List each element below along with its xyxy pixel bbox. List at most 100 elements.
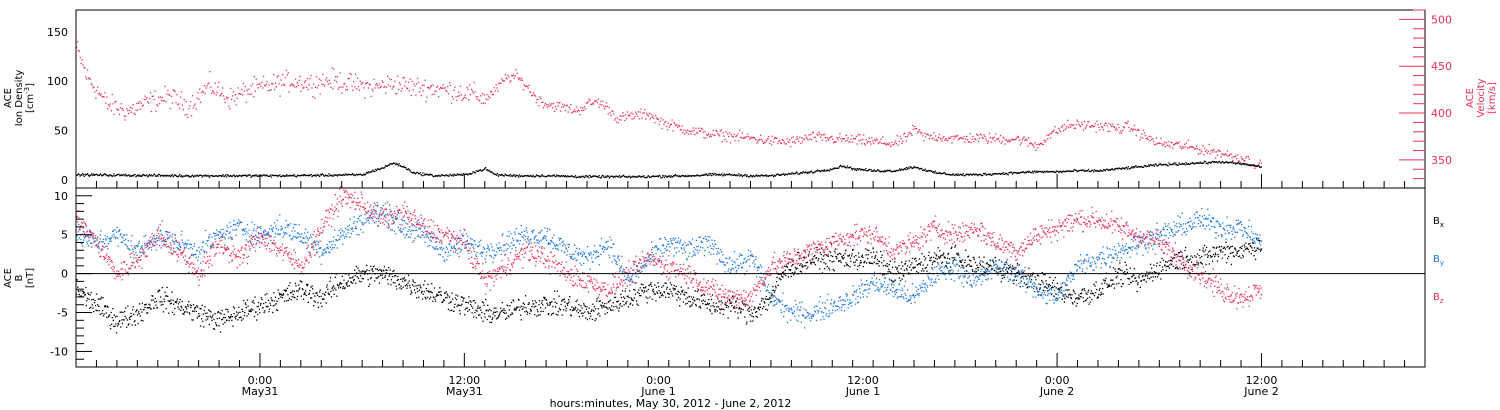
data-point [633, 297, 635, 299]
data-point [1013, 171, 1015, 174]
data-point [677, 290, 679, 292]
data-point [650, 282, 652, 284]
data-point [971, 265, 973, 267]
data-point [352, 276, 354, 278]
data-point [460, 296, 462, 298]
data-point [648, 112, 650, 115]
data-point [86, 241, 88, 243]
data-point [85, 76, 87, 78]
data-point [227, 97, 229, 99]
data-point [143, 174, 145, 176]
data-point [948, 173, 950, 176]
data-point [1203, 251, 1205, 253]
data-point [260, 303, 262, 305]
data-point [1119, 167, 1121, 169]
data-point [168, 312, 170, 314]
data-point [1010, 271, 1013, 273]
data-point [891, 171, 893, 173]
data-point [525, 85, 527, 88]
data-point [986, 262, 988, 264]
data-point [214, 175, 216, 177]
data-point [117, 325, 119, 327]
data-point [345, 85, 348, 88]
data-point [962, 173, 964, 175]
data-point [1038, 170, 1041, 173]
data-point [663, 176, 665, 179]
data-point [483, 94, 485, 96]
data-point [1241, 245, 1243, 247]
data-point [267, 299, 270, 301]
data-point [115, 236, 117, 238]
data-point [967, 173, 969, 176]
data-point [139, 175, 141, 177]
data-point [185, 100, 187, 103]
data-point [1036, 288, 1038, 290]
data-point [904, 263, 906, 265]
data-point [573, 176, 575, 178]
data-point [178, 175, 180, 177]
data-point [387, 75, 389, 77]
data-point [641, 290, 644, 292]
data-point [253, 174, 255, 177]
data-point [731, 135, 733, 138]
data-point [899, 168, 901, 170]
data-point [558, 102, 560, 104]
data-point [252, 83, 254, 85]
data-point [798, 252, 800, 254]
data-point [280, 293, 283, 295]
data-point [307, 88, 309, 91]
data-point [1234, 247, 1236, 249]
data-point [674, 288, 676, 290]
data-point [155, 304, 157, 306]
data-point [399, 165, 401, 167]
data-point [252, 175, 254, 177]
data-point [375, 170, 378, 172]
data-point [816, 246, 818, 249]
data-point [1140, 165, 1142, 168]
data-point [987, 263, 989, 266]
data-point [1193, 147, 1195, 149]
data-point [340, 286, 342, 289]
data-point [1056, 132, 1058, 134]
data-point [958, 174, 960, 176]
data-point [228, 319, 230, 322]
data-point [76, 174, 78, 176]
data-point [112, 230, 114, 232]
data-point [832, 255, 834, 258]
data-point [785, 274, 787, 277]
data-point [1057, 287, 1060, 290]
data-point [924, 168, 926, 170]
data-point [989, 259, 992, 262]
data-point [1215, 161, 1218, 163]
data-point [654, 284, 656, 286]
data-point [931, 137, 933, 140]
data-point [163, 300, 166, 303]
data-point [262, 307, 264, 309]
data-point [1258, 166, 1261, 168]
data-point [733, 307, 735, 310]
data-point [427, 173, 429, 176]
data-point [600, 304, 602, 306]
data-point [104, 306, 106, 308]
data-point [1011, 267, 1013, 269]
data-point [341, 92, 343, 94]
data-point [358, 269, 360, 272]
data-point [387, 84, 390, 86]
data-point [402, 77, 404, 79]
data-point [1040, 171, 1042, 173]
data-point [432, 84, 434, 86]
data-point [210, 311, 212, 313]
data-point [519, 175, 521, 178]
data-point [1203, 160, 1206, 162]
data-point [504, 173, 506, 175]
data-point [646, 114, 649, 116]
data-point [587, 311, 589, 313]
data-point [822, 170, 824, 172]
data-point [352, 173, 354, 175]
data-point [821, 139, 824, 141]
data-point [435, 175, 437, 177]
data-point [87, 174, 90, 176]
data-point [564, 109, 567, 111]
data-point [886, 263, 888, 265]
data-point [1082, 169, 1084, 171]
